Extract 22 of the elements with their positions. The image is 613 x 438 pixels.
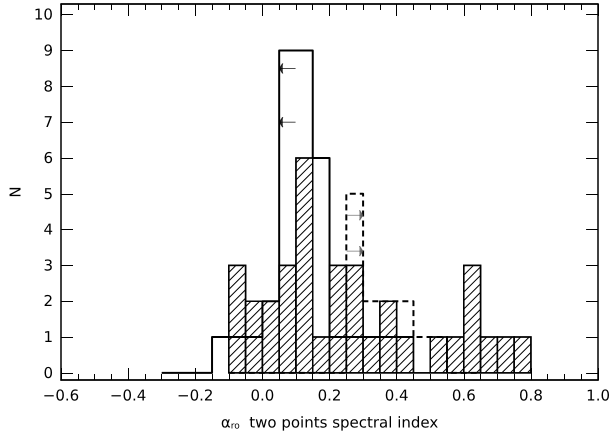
y-tick-label: 6 (43, 148, 53, 167)
y-tick-label: 8 (43, 77, 53, 96)
y-tick-label: 4 (43, 220, 53, 239)
y-tick-label: 5 (43, 184, 53, 203)
y-axis-title: N (6, 186, 24, 198)
x-tick-label: 0.0 (250, 386, 274, 404)
x-axis-title: αro two points spectral index (220, 414, 438, 432)
y-tick-label: 1 (43, 328, 53, 346)
x-tick-label: 0.8 (519, 386, 543, 404)
x-tick-label: 1.0 (586, 386, 610, 404)
x-tick-label: −0.2 (177, 386, 214, 404)
y-tick-label: 0 (43, 364, 53, 382)
x-tick-label: −0.4 (110, 386, 146, 404)
x-tick-label: −0.6 (42, 386, 80, 404)
x-tick-label: 0.6 (452, 386, 476, 404)
y-tick-label: 2 (43, 292, 53, 310)
x-tick-label: 0.4 (384, 386, 409, 404)
y-tick-label: 7 (43, 113, 53, 132)
y-tick-label: 9 (43, 42, 53, 60)
x-tick-label: 0.2 (318, 386, 342, 404)
y-tick-label: 3 (43, 256, 53, 274)
y-tick-label: 10 (34, 6, 53, 24)
